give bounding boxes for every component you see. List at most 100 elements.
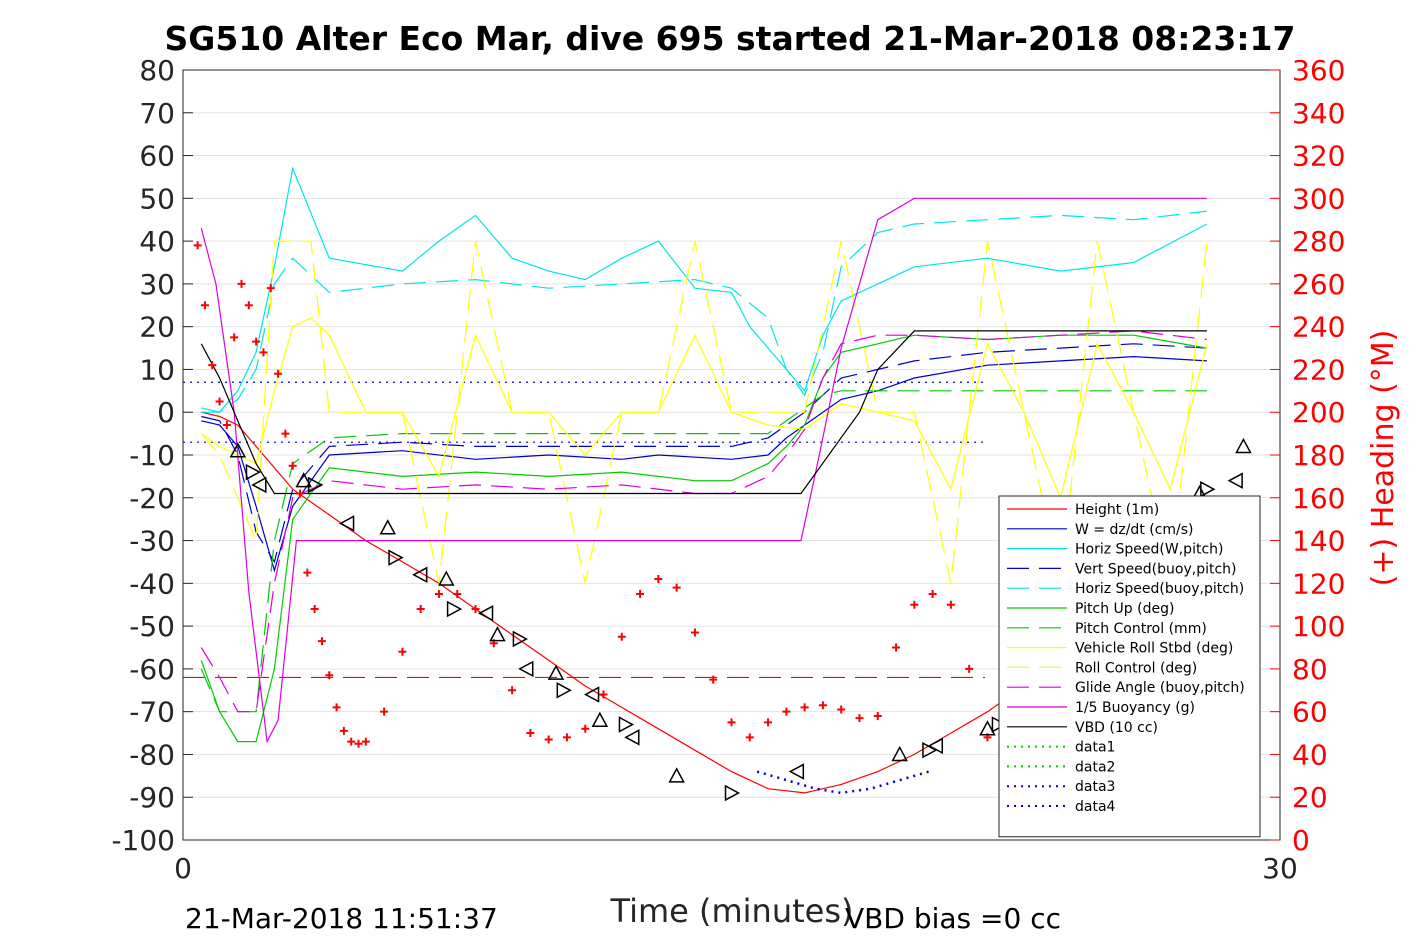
triangle-marker (245, 463, 262, 481)
heading-point (617, 632, 626, 641)
heading-point (317, 637, 326, 646)
x-tick-label: 30 (1262, 852, 1298, 885)
legend-entry: Vehicle Roll Stbd (deg) (1075, 641, 1233, 657)
left-axis-ticks: 80 70 60 50 40 30 20 10 0 -10 -20 -30 -40 -50 -60 -70 -8… (111, 54, 193, 857)
heading-point (296, 489, 305, 498)
triangle-marker (295, 472, 312, 488)
heading-point (946, 600, 955, 609)
heading-point (354, 739, 363, 748)
series-line (200, 240, 1208, 584)
left-tick-label: -70 (129, 696, 175, 729)
heading-point (266, 284, 275, 293)
x-axis-ticks: 0 30 (174, 852, 1298, 885)
right-axis-ticks: 3603403203002802602402202001801601401201… (1270, 54, 1345, 857)
triangle-marker (512, 630, 528, 648)
heading-point (562, 733, 571, 742)
right-tick-label: 20 (1292, 781, 1328, 814)
heading-point (222, 421, 231, 430)
right-tick-label: 360 (1292, 54, 1345, 87)
legend-entry: data4 (1075, 799, 1116, 815)
heading-point (709, 675, 718, 684)
heading-point (745, 733, 754, 742)
legend-box (998, 495, 1261, 838)
heading-point (672, 583, 681, 592)
heading-point (764, 718, 773, 727)
right-tick-label: 0 (1292, 824, 1310, 857)
heading-point (193, 241, 202, 250)
legend-entry: data1 (1075, 740, 1115, 756)
right-tick-label: 40 (1292, 738, 1328, 771)
heading-point (208, 361, 217, 370)
heading-point (855, 714, 864, 723)
heading-point (526, 729, 535, 738)
heading-point (837, 705, 846, 714)
heading-point (965, 664, 974, 673)
right-tick-label: 220 (1292, 353, 1345, 386)
heading-point (244, 301, 253, 310)
left-tick-label: 0 (157, 396, 175, 429)
triangle-marker (518, 660, 534, 678)
right-tick-label: 100 (1292, 610, 1345, 643)
triangle-marker (446, 600, 463, 618)
triangle-marker (379, 519, 397, 535)
heading-point (252, 337, 261, 346)
triangle-marker (489, 626, 506, 642)
legend-entry: Horiz Speed(buoy,pitch) (1075, 581, 1244, 597)
x-tick-label: 0 (174, 852, 192, 885)
heading-point (281, 429, 290, 438)
heading-point (910, 600, 919, 609)
x-axis-label: Time (minutes) (610, 892, 854, 930)
legend-entry: Horiz Speed(W,pitch) (1075, 542, 1223, 558)
left-tick-label: -50 (129, 610, 175, 643)
triangle-marker (724, 784, 741, 802)
series-line (200, 330, 1207, 495)
legend-entry: Vert Speed(buoy,pitch) (1075, 561, 1237, 577)
legend-entry: Roll Control (deg) (1075, 660, 1197, 676)
heading-point (215, 397, 224, 406)
heading-point (800, 703, 809, 712)
triangle-marker (891, 745, 908, 762)
heading-point (339, 726, 348, 735)
series-line (201, 343, 1207, 564)
right-tick-label: 180 (1292, 439, 1345, 472)
heading-point (347, 737, 356, 746)
left-tick-label: -10 (129, 439, 175, 472)
heading-point (259, 348, 268, 357)
left-tick-label: -40 (129, 567, 175, 600)
legend-entry: 1/5 Buoyancy (g) (1075, 700, 1195, 716)
heading-point (727, 718, 736, 727)
right-tick-label: 340 (1292, 97, 1345, 130)
right-tick-label: 200 (1292, 396, 1345, 429)
legend-entry: Height (1m) (1075, 502, 1159, 518)
right-tick-label: 320 (1292, 140, 1345, 173)
heading-point (310, 605, 319, 613)
triangle-marker (438, 570, 455, 586)
heading-point (398, 647, 407, 656)
series-line (201, 355, 1207, 573)
right-tick-label: 140 (1292, 525, 1345, 558)
triangle-marker (583, 686, 600, 703)
right-tick-label: 280 (1292, 225, 1345, 258)
heading-point (453, 590, 462, 599)
heading-point (288, 461, 297, 470)
heading-point (200, 301, 209, 310)
legend-entry: W = dz/dt (cm/s) (1075, 522, 1194, 538)
triangle-marker (338, 515, 355, 532)
triangle-marker (229, 442, 247, 458)
triangle-marker (1227, 472, 1243, 489)
left-tick-label: 50 (139, 182, 175, 215)
triangle-marker (624, 729, 640, 746)
heading-point (380, 707, 389, 716)
triangle-marker (1235, 437, 1252, 454)
triangle-marker (556, 682, 572, 699)
heading-point (581, 724, 590, 733)
legend-entry: Glide Angle (buoy,pitch) (1075, 680, 1245, 696)
right-tick-label: 260 (1292, 268, 1345, 301)
heading-point (873, 711, 882, 720)
triangle-marker (668, 767, 685, 783)
series-line (200, 197, 1207, 744)
legend-entry: Pitch Up (deg) (1075, 601, 1174, 617)
heading-point (892, 643, 901, 652)
left-tick-label: -30 (129, 525, 175, 558)
left-tick-label: 10 (139, 353, 175, 386)
